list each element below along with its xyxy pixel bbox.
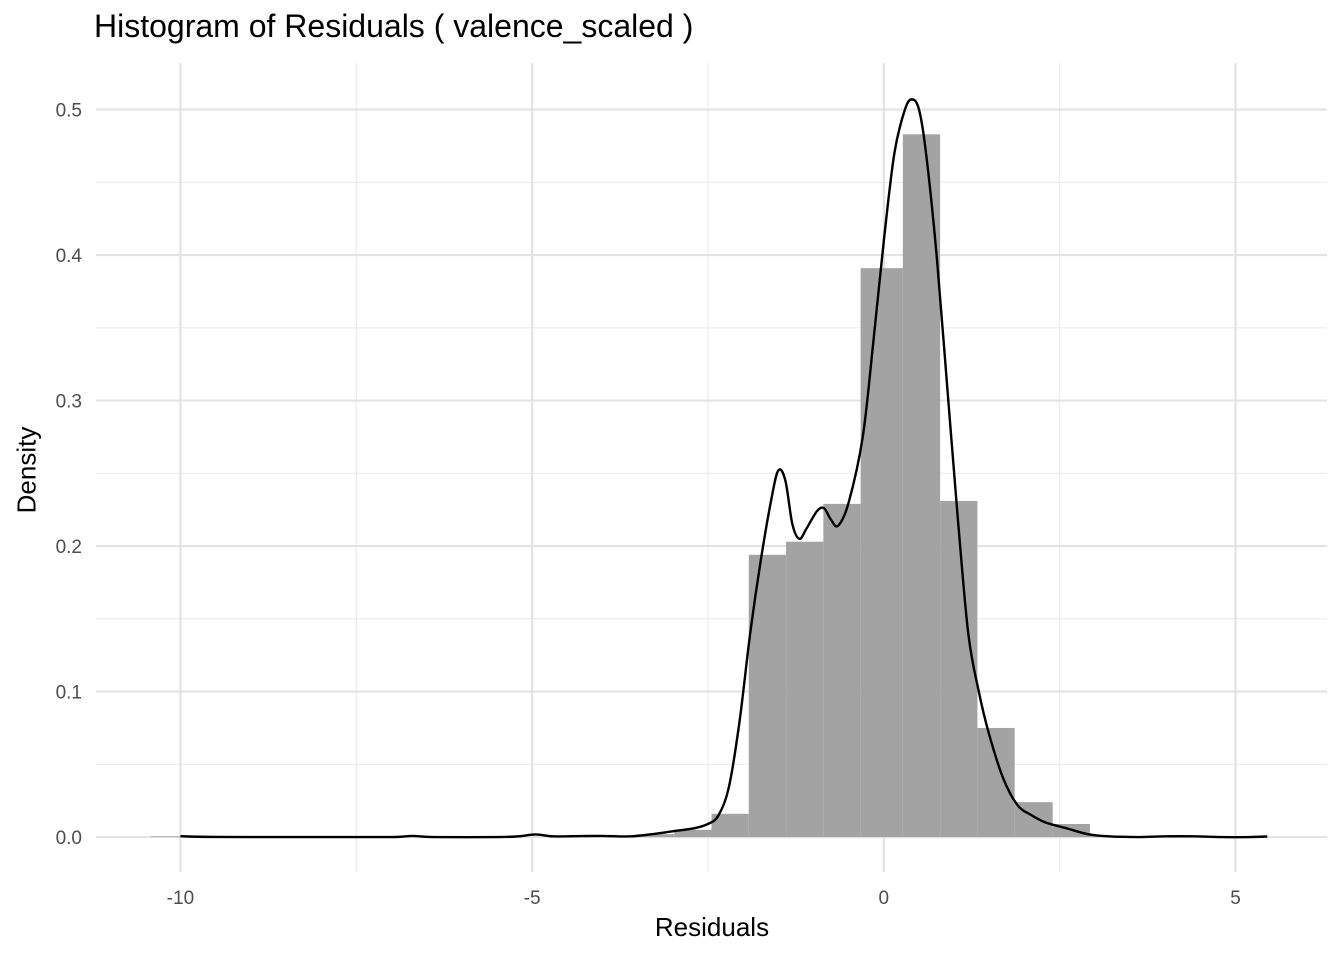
density-curve [180,98,1268,839]
histogram-bar [150,836,189,838]
major-gridlines [96,63,1327,872]
histogram-bar [674,829,712,838]
histogram-bar [711,813,749,838]
y-tick-labels: 0.0 0.1 0.2 0.3 0.4 0.5 [56,101,83,850]
y-tick-label: 0.5 [56,101,82,122]
y-tick-label: 0.2 [56,537,82,558]
y-tick-label: 0.0 [56,828,82,849]
minor-gridlines [96,63,1327,872]
histogram-bar [636,834,675,838]
x-tick-label: 5 [1230,888,1241,909]
y-tick-label: 0.1 [56,683,82,704]
histogram-bars [150,134,1128,838]
x-tick-label: -5 [524,888,541,909]
histogram-bar [902,134,941,838]
histogram-bar [977,727,1015,838]
x-tick-labels: -10 -5 0 5 [167,888,1241,909]
x-axis-label: Residuals [654,912,770,942]
histogram-bar [786,541,824,838]
x-tick-label: 0 [879,888,890,909]
chart-title: Histogram of Residuals ( valence_scaled … [94,8,694,44]
density-curve-layer [180,98,1268,839]
x-tick-label: -10 [167,888,194,909]
y-tick-label: 0.3 [56,392,82,413]
histogram-bar [823,503,861,838]
y-tick-label: 0.4 [56,246,83,267]
histogram-bar [860,268,903,838]
histogram-bar [940,500,978,838]
